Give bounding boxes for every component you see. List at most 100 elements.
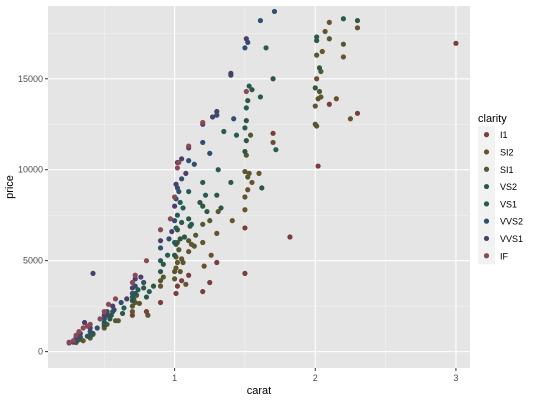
point-si1 bbox=[215, 208, 221, 215]
point-si2 bbox=[145, 312, 151, 318]
point-vs1 bbox=[157, 258, 164, 264]
point-i1 bbox=[186, 272, 192, 278]
legend-swatch bbox=[483, 166, 490, 172]
point-vvs1 bbox=[243, 36, 249, 42]
y-tick-label: 15000 bbox=[18, 74, 43, 84]
plot-panel bbox=[48, 6, 470, 368]
point-vs2 bbox=[218, 205, 224, 211]
x-tick-label: 1 bbox=[172, 373, 177, 383]
legend-swatch bbox=[483, 149, 490, 155]
point-vs2 bbox=[243, 138, 249, 144]
point-si1 bbox=[157, 278, 164, 284]
point-si2 bbox=[200, 239, 206, 246]
point-si2 bbox=[229, 218, 235, 224]
point-if bbox=[132, 272, 138, 278]
x-tick-label: 2 bbox=[313, 373, 318, 383]
point-if bbox=[76, 329, 82, 335]
point-vs2 bbox=[181, 234, 188, 240]
point-i1 bbox=[354, 110, 361, 116]
point-si2 bbox=[201, 263, 207, 269]
y-tick-label: 0 bbox=[38, 347, 43, 357]
point-vs2 bbox=[204, 208, 210, 215]
point-vvs2 bbox=[231, 116, 237, 122]
point-if bbox=[167, 216, 173, 222]
point-vs2 bbox=[150, 283, 157, 289]
point-si1 bbox=[176, 247, 182, 253]
point-i1 bbox=[287, 234, 293, 240]
point-vvs1 bbox=[172, 203, 178, 209]
point-i1 bbox=[207, 279, 213, 286]
point-i1 bbox=[129, 312, 135, 318]
point-vs1 bbox=[215, 167, 221, 173]
point-vvs1 bbox=[138, 274, 144, 280]
point-si1 bbox=[314, 52, 320, 58]
legend-item-vvs1: VVS1 bbox=[478, 229, 523, 248]
point-vs2 bbox=[157, 268, 164, 275]
point-if bbox=[174, 165, 181, 171]
point-vs2 bbox=[354, 17, 361, 24]
point-si2 bbox=[319, 48, 325, 55]
point-if bbox=[243, 88, 249, 95]
point-i1 bbox=[242, 225, 248, 231]
point-vs2 bbox=[314, 37, 320, 44]
point-si2 bbox=[183, 281, 189, 287]
legend-label: SI1 bbox=[500, 165, 514, 175]
point-i1 bbox=[214, 259, 220, 266]
point-i1 bbox=[270, 130, 276, 136]
point-vs1 bbox=[164, 252, 171, 258]
point-vvs1 bbox=[179, 156, 185, 162]
y-axis: 0 5000 10000 15000 bbox=[18, 74, 48, 357]
point-vs1 bbox=[121, 305, 127, 311]
point-si2 bbox=[312, 103, 318, 109]
legend-item-if: IF bbox=[478, 247, 509, 265]
point-vvs1 bbox=[90, 270, 96, 277]
point-si1 bbox=[191, 243, 197, 249]
point-vs2 bbox=[245, 97, 251, 104]
point-vs2 bbox=[200, 203, 206, 209]
point-vvs2 bbox=[186, 158, 192, 164]
point-if bbox=[186, 143, 192, 149]
point-vvs2 bbox=[242, 45, 248, 51]
point-vvs2 bbox=[200, 139, 206, 146]
point-vs2 bbox=[242, 148, 248, 155]
point-si2 bbox=[333, 96, 339, 102]
point-if bbox=[129, 279, 135, 286]
point-i1 bbox=[453, 40, 459, 46]
point-si2 bbox=[174, 259, 181, 266]
point-vs2 bbox=[312, 85, 318, 91]
point-if bbox=[70, 338, 76, 344]
point-if bbox=[73, 332, 79, 338]
point-si2 bbox=[157, 283, 164, 289]
legend-label: VVS1 bbox=[500, 234, 523, 244]
legend-items: I1 SI2 SI1 VS2 VS1 VVS2 VVS1 IF bbox=[478, 126, 523, 265]
point-vvs2 bbox=[214, 112, 220, 118]
point-vs2 bbox=[259, 185, 265, 191]
point-si2 bbox=[249, 179, 255, 186]
point-vs1 bbox=[221, 128, 227, 135]
point-vs1 bbox=[273, 147, 279, 153]
point-vs2 bbox=[214, 192, 220, 198]
legend: clarity I1 SI2 SI1 VS2 VS1 VVS2 VVS1 IF bbox=[478, 113, 523, 265]
point-i1 bbox=[179, 278, 185, 284]
point-if bbox=[101, 309, 107, 315]
point-vs2 bbox=[160, 261, 166, 267]
point-si1 bbox=[247, 132, 254, 138]
point-vs1 bbox=[263, 45, 269, 51]
point-si2 bbox=[256, 170, 262, 176]
point-si2 bbox=[354, 25, 361, 31]
point-if bbox=[157, 227, 164, 233]
point-si1 bbox=[340, 41, 346, 47]
point-if bbox=[84, 323, 90, 329]
point-vs1 bbox=[87, 332, 93, 338]
point-vs1 bbox=[129, 294, 135, 300]
point-si1 bbox=[193, 232, 199, 238]
point-vs1 bbox=[177, 199, 183, 206]
point-si2 bbox=[242, 194, 248, 200]
point-si2 bbox=[314, 76, 320, 82]
point-vvs2 bbox=[207, 150, 213, 156]
point-vvs1 bbox=[132, 276, 138, 282]
point-vs2 bbox=[172, 252, 178, 258]
point-vs2 bbox=[316, 65, 323, 71]
